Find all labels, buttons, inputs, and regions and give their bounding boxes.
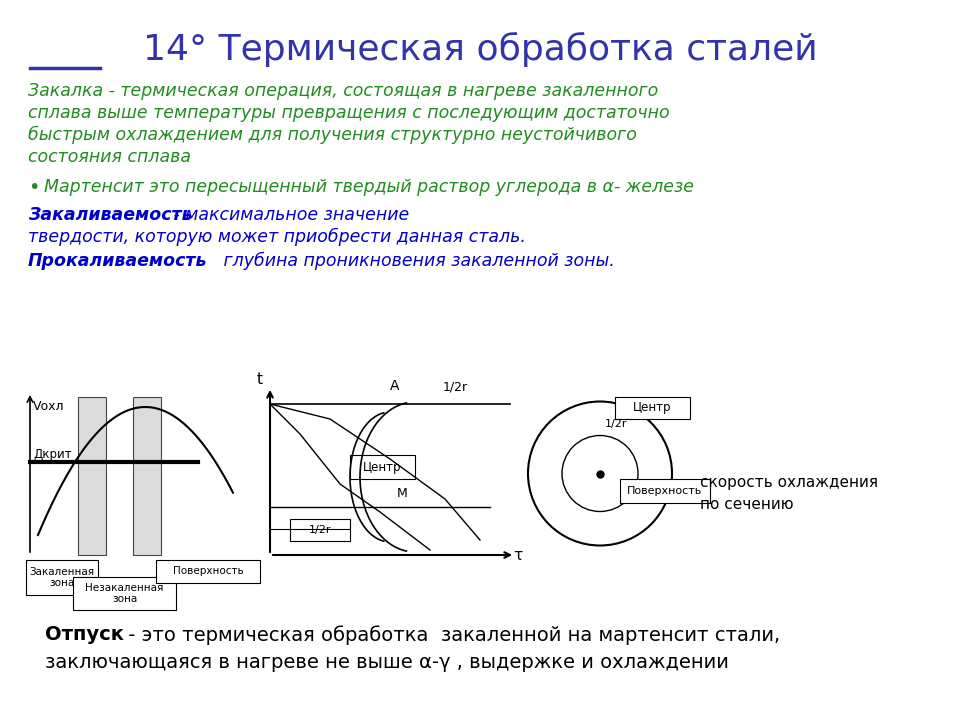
Bar — [26, 560, 98, 595]
Bar — [133, 397, 161, 555]
Text: Закаленная
зона: Закаленная зона — [30, 567, 95, 588]
Text: Закалка - термическая операция, состоящая в нагреве закаленного: Закалка - термическая операция, состояща… — [28, 82, 659, 100]
Text: скорость охлаждения
по сечению: скорость охлаждения по сечению — [700, 475, 878, 512]
Text: быстрым охлаждением для получения структурно неустойчивого: быстрым охлаждением для получения структ… — [28, 126, 636, 144]
Text: A: A — [390, 379, 399, 393]
Bar — [290, 519, 350, 541]
Text: Центр: Центр — [363, 461, 401, 474]
Text: Закаливаемость: Закаливаемость — [28, 206, 193, 224]
Text: Центр: Центр — [633, 402, 671, 415]
Text: M: M — [397, 487, 408, 500]
Text: Поверхность: Поверхность — [173, 567, 244, 577]
Text: Отпуск: Отпуск — [45, 625, 124, 644]
Text: 1/2r: 1/2r — [443, 380, 468, 393]
Text: твердости, которую может приобрести данная сталь.: твердости, которую может приобрести данн… — [28, 228, 526, 246]
Bar — [78, 397, 106, 555]
Bar — [615, 397, 690, 419]
Text: Прокаливаемость: Прокаливаемость — [28, 252, 207, 270]
Text: глубина проникновения закаленной зоны.: глубина проникновения закаленной зоны. — [218, 252, 614, 270]
Text: заключающаяся в нагреве не выше α-γ , выдержке и охлаждении: заключающаяся в нагреве не выше α-γ , вы… — [45, 653, 729, 672]
Text: Дкрит: Дкрит — [33, 448, 72, 461]
Bar — [73, 577, 176, 610]
Bar — [350, 455, 415, 479]
Text: t: t — [257, 372, 263, 387]
Text: 1/2r: 1/2r — [605, 420, 628, 430]
Text: - это термическая обработка  закаленной на мартенсит стали,: - это термическая обработка закаленной н… — [122, 625, 780, 644]
Text: состояния сплава: состояния сплава — [28, 148, 191, 166]
Text: сплава выше температуры превращения с последующим достаточно: сплава выше температуры превращения с по… — [28, 104, 670, 122]
Text: Поверхность: Поверхность — [628, 485, 703, 495]
Text: Мартенсит это пересыщенный твердый раствор углерода в α- железе: Мартенсит это пересыщенный твердый раств… — [44, 178, 694, 196]
Text: Vохл: Vохл — [33, 400, 64, 413]
Text: - максимальное значение: - максимальное значение — [168, 206, 409, 224]
Bar — [156, 560, 260, 583]
Text: Незакаленная
зона: Незакаленная зона — [85, 582, 164, 604]
Bar — [620, 479, 710, 503]
Text: •: • — [28, 178, 39, 197]
Text: τ: τ — [514, 548, 522, 563]
Text: 14° Термическая обработка сталей: 14° Термическая обработка сталей — [143, 32, 817, 67]
Text: 1/2r: 1/2r — [309, 525, 331, 535]
